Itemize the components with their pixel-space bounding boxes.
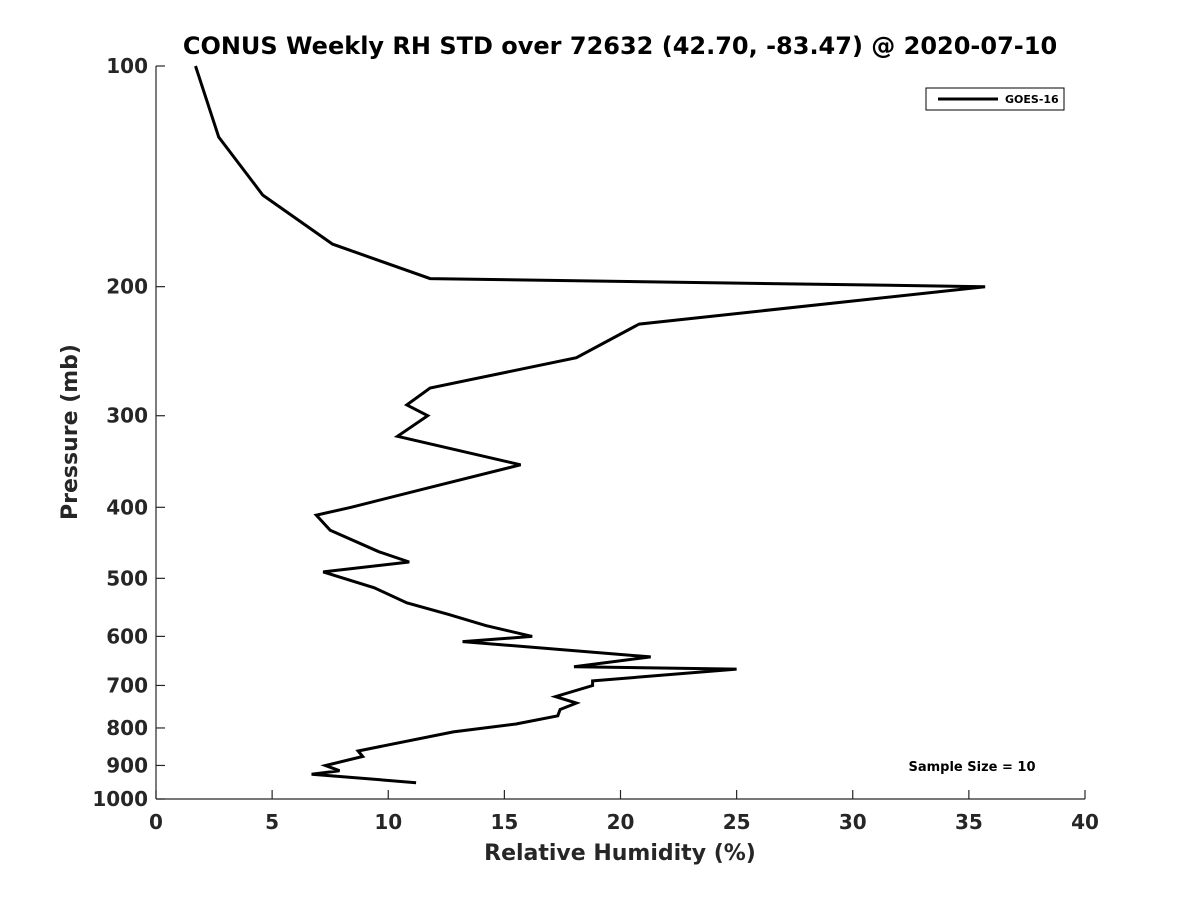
x-tick-label: 15 [490,810,518,834]
y-tick-label: 600 [106,624,148,648]
x-axis-label: Relative Humidity (%) [484,841,756,866]
axes [155,66,1085,800]
legend: GOES-16 [925,87,1065,111]
x-tick-label: 0 [149,810,163,834]
sample-size-annotation: Sample Size = 10 [908,760,1035,775]
y-axis-label: Pressure (mb) [58,344,83,520]
x-tick-label: 20 [607,810,635,834]
y-tick-label: 700 [106,673,148,697]
series-line-goes-16 [194,65,986,785]
y-tick-label: 800 [106,716,148,740]
y-tick-label: 900 [106,753,148,777]
y-tick-label: 200 [106,275,148,299]
x-tick-label: 10 [374,810,402,834]
chart-title: CONUS Weekly RH STD over 72632 (42.70, -… [183,32,1057,60]
x-tick-label: 30 [839,810,867,834]
y-tick-label: 300 [106,404,148,428]
x-tick-label: 40 [1071,810,1099,834]
legend-entry-goes-16: GOES-16 [1005,93,1059,106]
series-group [194,65,986,785]
y-ticks: 100 200 300 400 500 600 700 800 900 1000 [92,54,165,811]
y-tick-label: 400 [106,495,148,519]
x-tick-label: 35 [955,810,983,834]
y-tick-label: 1000 [92,787,148,811]
x-tick-label: 5 [265,810,279,834]
x-ticks: 0 5 10 15 20 25 30 35 40 [149,790,1099,834]
y-tick-label: 100 [106,54,148,78]
x-tick-label: 25 [723,810,751,834]
y-tick-label: 500 [106,566,148,590]
